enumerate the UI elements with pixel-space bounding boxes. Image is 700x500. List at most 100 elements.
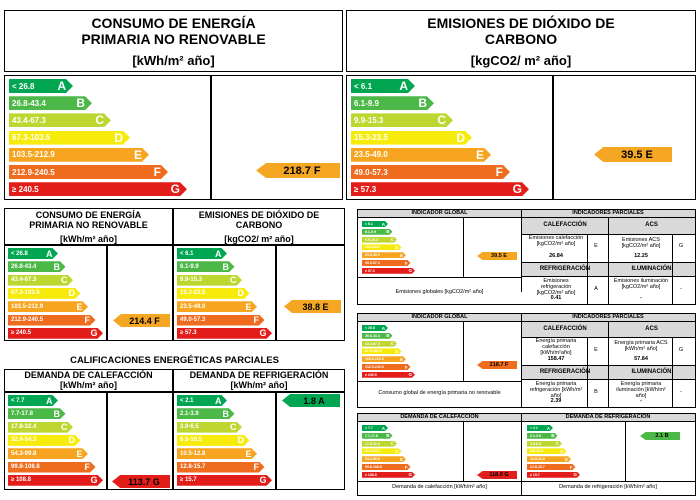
top-right-header-box — [346, 10, 696, 72]
small-demand-heat-letter-g: G — [408, 472, 412, 478]
small-demand-divider — [521, 414, 522, 496]
mid-left-letter-b: B — [53, 261, 61, 272]
heating-bar-b: 7.7-17.8 B — [8, 408, 66, 420]
small-demand-heat-range-d: 32.4-54.3 — [365, 449, 380, 454]
top-left-bar-g: ≥ 240.5 G — [9, 182, 187, 197]
small-demand-heat-bar-d: 32.4-54.3 D — [362, 448, 402, 455]
top-left-bar-f: 212.9-240.5 F — [9, 165, 168, 179]
small-demand-cool-bar-a: < 2.1 A — [527, 425, 553, 431]
heating-range-c: 17.8-32.4 — [11, 424, 37, 431]
top-right-bar-g: ≥ 57.3 G — [351, 182, 529, 197]
small-demand-heat-bar-b: 7.7-17.8 B — [362, 432, 393, 439]
top-left-bar-d: 67.3-103.5 D — [9, 130, 130, 145]
cooling-letter-e: E — [245, 448, 252, 459]
mid-right-range-f: 49.0-57.3 — [180, 317, 206, 323]
top-right-letter-c: C — [437, 113, 446, 128]
cooling-range-g: ≥ 15.7 — [180, 477, 197, 484]
sn-acs-desc: Energía primaria ACS [kWh/m² año] — [614, 340, 668, 352]
top-right-range-d: 15.3-23.5 — [354, 133, 388, 143]
heating-range-d: 32.4-54.3 — [11, 437, 37, 444]
partial-ratings-title: CALIFICACIONES ENERGÉTICAS PARCIALES — [70, 355, 279, 366]
sn-ilum-letter: - — [680, 389, 682, 395]
se-ref-value: 0.41 — [550, 295, 562, 301]
small-demand-heat-range-f: 99.8-108.8 — [365, 465, 382, 469]
sn-acs-letter: G — [678, 347, 684, 353]
small-demand-cool-range-d: 6.5-10.5 — [530, 449, 543, 454]
top-right-bar-a: < 6.1 A — [351, 79, 415, 93]
sn-ref-desc: Energía primaria refrigeración [kWh/m² a… — [529, 381, 583, 399]
sn-ilum-label: ILUMINACIÓN — [631, 369, 672, 375]
mid-left-range-b: 26.8-43.4 — [11, 263, 37, 270]
cooling-bar-a: < 2.1 A — [177, 395, 227, 406]
se-heat-letter: E — [594, 243, 598, 249]
top-right-indicator: 39.5 E — [594, 147, 672, 162]
se-grid-v1 — [608, 217, 609, 305]
small-demand-cool-letter-f: F — [569, 464, 573, 470]
mid-right-bar-f: 49.0-57.3 F — [177, 314, 265, 326]
small-energy-range-d: 67.3-103.5 — [365, 349, 382, 354]
mid-right-bar-d: 15.3-23.5 D — [177, 287, 250, 299]
small-energy-partial-label: INDICADORES PARCIALES — [572, 314, 644, 320]
mid-left-range-f: 212.9-240.5 — [11, 317, 44, 323]
heating-letter-b: B — [53, 408, 61, 419]
mid-right-bar-b: 6.1-9.9 B — [177, 261, 235, 273]
small-demand-cool-indicator: 2.1 B — [640, 432, 680, 440]
small-demand-cool-bar-c: 3.9-6.5 C — [527, 440, 562, 447]
heating-letter-g: G — [90, 475, 98, 486]
small-demand-cool-bar-g: ≥ 15.7 G — [527, 471, 580, 478]
se-acs-label: ACS — [645, 222, 658, 228]
top-right-bar-f: 49.0-57.3 F — [351, 165, 510, 179]
top-right-bar-b: 6.1-9.9 B — [351, 96, 434, 111]
small-emissions-letter-d: D — [395, 244, 399, 250]
top-left-bar-c: 43.4-67.3 C — [9, 113, 111, 128]
small-emissions-letter-b: B — [386, 229, 390, 235]
se-ilum-desc: Emisiones iluminación [kgCO2/m² año] — [613, 278, 669, 290]
small-emissions-range-b: 6.1-9.9 — [365, 229, 376, 234]
small-energy-range-a: < 26.8 — [365, 326, 375, 330]
small-energy-range-b: 26.8-43.4 — [365, 333, 380, 338]
sn-grid-v1 — [608, 321, 609, 408]
mid-left-header-box — [4, 208, 173, 245]
top-right-letter-a: A — [399, 79, 408, 93]
mid-left-letter-f: F — [84, 315, 91, 325]
heating-unit: [kWh/m² año] — [60, 380, 117, 390]
top-right-bar-d: 15.3-23.5 D — [351, 130, 472, 145]
small-demand-heat-range-a: < 7.7 — [365, 426, 373, 430]
small-demand-heat-letter-c: C — [390, 441, 394, 447]
top-left-range-c: 43.4-67.3 — [12, 115, 46, 125]
sn-acs-value: 57.84 — [634, 356, 648, 362]
mid-left-bar-e: 103.5-212.9 E — [8, 301, 88, 313]
heating-range-a: < 7.7 — [11, 397, 25, 404]
small-demand-cool-range-g: ≥ 15.7 — [530, 472, 540, 477]
small-emissions-bar-a: < 6.1 A — [362, 221, 388, 227]
small-emissions-range-a: < 6.1 — [365, 222, 373, 226]
mid-left-bar-d: 67.3-103.5 D — [8, 287, 81, 299]
heating-letter-d: D — [68, 435, 76, 446]
heating-bar-a: < 7.7 A — [8, 395, 58, 406]
small-energy-range-e: 103.5-212.9 — [365, 357, 384, 362]
mid-left-range-d: 67.3-103.5 — [11, 290, 40, 297]
heating-bar-f: 99.8-108.8 F — [8, 461, 96, 473]
top-left-header-box — [4, 10, 343, 72]
heating-range-e: 54.3-99.8 — [11, 450, 37, 457]
cooling-indicator-box — [276, 392, 345, 490]
small-energy-letter-g: G — [408, 372, 412, 378]
mid-left-bar-f: 212.9-240.5 F — [8, 314, 96, 326]
cooling-letter-f: F — [253, 462, 260, 472]
small-demand-heat-letter-e: E — [399, 456, 403, 462]
sn-heat-label: CALEFACCIÓN — [543, 326, 587, 332]
small-demand-heat-letter-b: B — [386, 433, 390, 439]
mid-left-bar-c: 43.4-67.3 C — [8, 274, 73, 286]
sn-grid-v2 — [587, 337, 588, 408]
top-left-letter-a: A — [57, 79, 66, 93]
se-ref-letter: A — [594, 286, 598, 292]
cooling-bar-b: 2.1-3.9 B — [177, 408, 235, 420]
mid-right-range-g: ≥ 57.3 — [180, 330, 197, 337]
top-left-range-g: ≥ 240.5 — [12, 184, 39, 194]
cooling-letter-g: G — [259, 475, 267, 486]
se-heat-label: CALEFACCIÓN — [543, 222, 587, 228]
small-demand-heat-indicator: 118.0 G — [477, 471, 517, 479]
small-emissions-bar-d: 15.3-23.5 D — [362, 244, 402, 251]
small-demand-heat-letter-d: D — [395, 448, 399, 454]
mid-right-bar-c: 9.9-15.3 C — [177, 274, 242, 286]
